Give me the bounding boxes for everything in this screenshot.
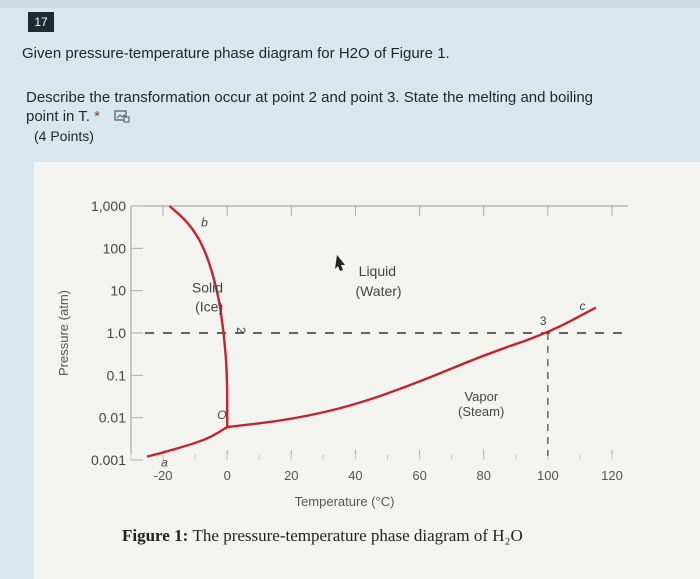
y-tick-label: 10	[110, 283, 126, 299]
phase-curve-2	[168, 205, 229, 428]
point-label-O: O	[217, 408, 226, 422]
x-tick-label: 100	[537, 468, 559, 483]
point-label-c: c	[579, 299, 585, 313]
cursor-icon	[335, 255, 345, 271]
point-label-b: b	[201, 216, 208, 230]
vapor-sub-label: (Steam)	[458, 404, 504, 419]
y-tick-label: 1,000	[91, 198, 126, 214]
solid-sub-label: (Ice)	[195, 299, 223, 315]
question-points: (4 Points)	[34, 128, 94, 144]
figure-caption: Figure 1: The pressure-temperature phase…	[122, 526, 523, 546]
phase-curve-1	[146, 426, 228, 458]
question-description: Describe the transformation occur at poi…	[26, 88, 626, 128]
x-tick-label: 20	[284, 468, 298, 483]
phase-diagram-chart: -20 0 20 40 60 80 100 120 0.001 0.01 0.1 1.0 10 100 1,…	[56, 198, 628, 509]
y-tick-label: 0.01	[99, 410, 126, 426]
caption-rest: The pressure-temperature phase diagram o…	[192, 526, 523, 545]
point-label-a: a	[161, 456, 168, 470]
x-axis-label: Temperature (°C)	[295, 494, 395, 509]
point-label-2: 2	[234, 327, 248, 334]
solid-label: Solid	[192, 280, 223, 296]
caption-bold: Figure 1:	[122, 526, 189, 545]
question-description-text: Describe the transformation occur at poi…	[26, 89, 594, 125]
x-tick-label: 60	[412, 468, 426, 483]
required-mark: *	[94, 108, 100, 125]
y-tick-label: 1.0	[107, 325, 127, 341]
y-tick-label: 0.1	[107, 367, 127, 383]
x-tick-label: 40	[348, 468, 362, 483]
phase-diagram-figure: -20 0 20 40 60 80 100 120 0.001 0.01 0.1 1.0 10 100 1,…	[34, 162, 700, 579]
question-number: 17	[28, 12, 54, 32]
question-title: Given pressure-temperature phase diagram…	[22, 45, 450, 62]
vapor-label: Vapor	[464, 389, 498, 404]
liquid-sub-label: (Water)	[355, 283, 401, 299]
x-tick-label: -20	[154, 468, 173, 483]
point-label-3: 3	[540, 314, 547, 328]
y-tick-label: 100	[103, 240, 127, 256]
top-strip	[0, 0, 700, 8]
liquid-label: Liquid	[359, 263, 396, 279]
x-tick-label: 120	[601, 468, 623, 483]
x-tick-label: 80	[476, 468, 490, 483]
image-icon[interactable]	[114, 109, 130, 128]
y-tick-label: 0.001	[91, 452, 126, 468]
x-tick-label: 0	[224, 468, 231, 483]
phase-curve-3	[227, 306, 597, 429]
y-axis-label: Pressure (atm)	[56, 290, 71, 376]
